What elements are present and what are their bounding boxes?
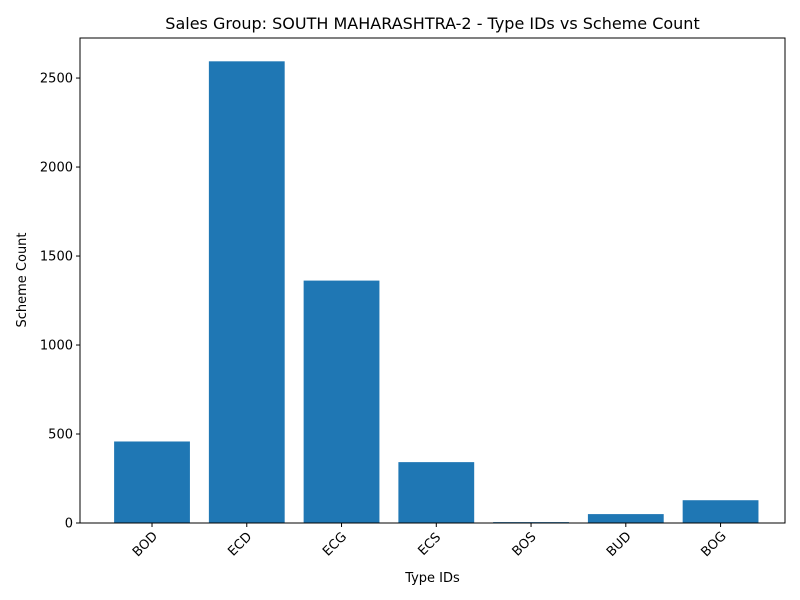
bar-ecd (208, 61, 285, 523)
bar-bod (114, 441, 190, 523)
bar-bog (682, 500, 759, 523)
bar-ecs (398, 462, 475, 523)
y-tick-label: 1000 (40, 339, 73, 354)
chart-title: Sales Group: SOUTH MAHARASHTRA-2 - Type … (165, 14, 699, 33)
bar-ecg (303, 280, 380, 523)
y-tick-label: 2000 (40, 161, 73, 176)
y-tick-label: 500 (48, 428, 73, 443)
y-tick-label: 2500 (40, 72, 73, 87)
y-tick-label: 1500 (40, 250, 73, 265)
bars-group (114, 61, 759, 523)
plot-frame (79, 37, 786, 524)
bar-bud (587, 514, 664, 523)
y-axis-label: Scheme Count (15, 232, 30, 327)
x-axis-label: Type IDs (404, 571, 460, 586)
y-tick-label: 0 (65, 517, 73, 532)
y-axis: 0 500 1000 1500 2000 2500 (40, 72, 80, 532)
